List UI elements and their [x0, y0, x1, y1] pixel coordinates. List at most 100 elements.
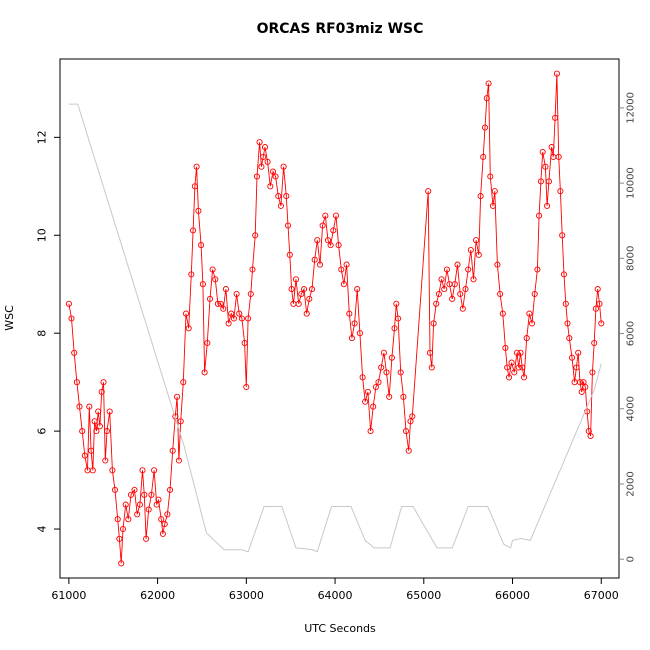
wsc-point: [258, 163, 265, 170]
wsc-point: [247, 290, 254, 298]
wsc-point: [481, 124, 489, 131]
wsc-point: [400, 393, 407, 400]
wsc-point: [397, 369, 404, 376]
wsc-point: [222, 286, 229, 293]
wsc-point: [76, 403, 83, 410]
wsc-point: [175, 457, 182, 464]
wsc-point: [118, 560, 125, 567]
y2-tick-label: 10000: [625, 167, 636, 199]
plot-series: [65, 70, 605, 567]
wsc-point: [508, 359, 515, 366]
wsc-point: [236, 310, 243, 317]
wsc-point: [166, 486, 174, 493]
wsc-point: [483, 95, 490, 102]
wsc-point: [119, 525, 127, 533]
wsc-point: [487, 173, 494, 180]
wsc-point: [300, 286, 308, 293]
wsc-point: [228, 310, 235, 317]
wsc-point: [545, 178, 552, 185]
wsc-point: [485, 80, 492, 87]
wsc-point: [517, 349, 524, 356]
wsc-point: [225, 320, 232, 327]
wsc-point: [598, 320, 605, 327]
wsc-point: [256, 139, 263, 146]
wsc-point: [311, 256, 318, 263]
wsc-point: [494, 261, 501, 268]
wsc-point: [592, 305, 599, 312]
y-tick-label: 4: [36, 526, 49, 533]
wsc-point: [220, 305, 227, 312]
wsc-point: [548, 144, 555, 151]
wsc-point: [435, 290, 442, 298]
wsc-point: [91, 418, 98, 425]
wsc-point: [409, 413, 416, 420]
wsc-point: [364, 388, 371, 395]
wsc-point: [335, 242, 342, 249]
wsc-point: [111, 486, 119, 493]
wsc-point: [125, 516, 132, 523]
plot-frame: [59, 58, 620, 579]
wsc-point: [195, 207, 202, 214]
wsc-point: [73, 379, 80, 386]
wsc-point: [260, 153, 267, 160]
wsc-point: [143, 535, 150, 542]
wsc-point: [568, 354, 576, 361]
wsc-point: [594, 286, 601, 293]
wsc-point: [338, 266, 345, 273]
wsc-point: [386, 393, 393, 400]
wsc-point: [330, 227, 337, 234]
wsc-point: [193, 163, 200, 170]
y-tick-label: 10: [36, 228, 49, 242]
wsc-point: [314, 237, 321, 244]
wsc-point: [164, 511, 171, 518]
wsc-point: [531, 290, 538, 298]
y2-tick-label: 2000: [625, 471, 636, 496]
wsc-point: [98, 388, 105, 395]
wsc-point: [102, 457, 109, 464]
wsc-point: [245, 315, 252, 322]
y-tick-label: 12: [36, 130, 49, 144]
wsc-point: [560, 271, 568, 278]
wsc-point: [465, 266, 472, 273]
wsc-point: [155, 496, 162, 503]
wsc-point: [430, 320, 437, 327]
wsc-point: [475, 251, 482, 258]
wsc-point: [277, 202, 284, 209]
wsc-point: [79, 428, 86, 435]
wsc-point: [351, 320, 358, 327]
wsc-point: [275, 193, 282, 200]
wsc-point: [519, 364, 526, 371]
wsc-point: [139, 467, 146, 474]
wsc-point: [233, 290, 240, 298]
wsc-point: [502, 344, 509, 351]
wsc-point: [428, 364, 435, 371]
wsc-point: [562, 300, 569, 307]
wsc-point: [505, 374, 513, 381]
wsc-point: [238, 315, 245, 322]
x-axis: 61000 62000 63000 64000 65000 66000 67000: [51, 578, 619, 602]
wsc-point: [201, 369, 208, 376]
wsc-point: [375, 379, 382, 386]
wsc-point: [576, 379, 584, 386]
wsc-point: [573, 364, 580, 371]
wsc-point: [298, 290, 305, 298]
wsc-point: [88, 447, 95, 454]
wsc-point: [555, 153, 562, 160]
wsc-point: [578, 388, 585, 395]
x-tick-label: 62000: [140, 589, 175, 602]
wsc-point: [362, 398, 369, 405]
x-tick-label: 67000: [584, 589, 619, 602]
wsc-point: [378, 364, 385, 371]
wsc-point: [103, 428, 111, 435]
wsc-point: [559, 232, 566, 239]
y-axis: 4 6 8 10 12: [36, 130, 60, 533]
wsc-point: [114, 516, 121, 523]
wsc-point: [174, 393, 181, 400]
wsc-point: [499, 310, 506, 317]
y2-tick-label: 6000: [625, 321, 636, 346]
wsc-point: [497, 290, 504, 298]
wsc-point: [96, 423, 103, 430]
wsc-point: [180, 379, 187, 386]
x-tick-label: 64000: [318, 589, 353, 602]
